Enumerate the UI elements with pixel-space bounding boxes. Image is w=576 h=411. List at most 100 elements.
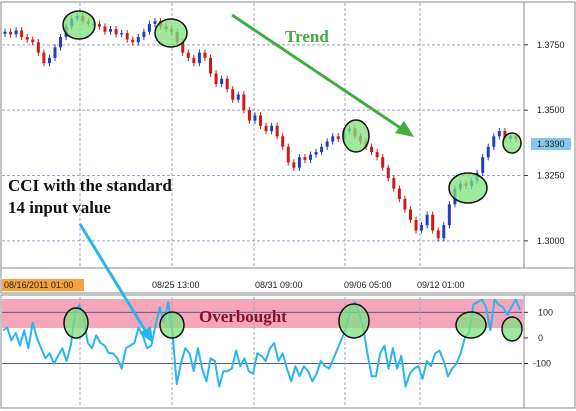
overbought-zone	[2, 299, 523, 328]
highlight-circle	[502, 132, 522, 154]
candle-body	[9, 31, 13, 35]
trend-arrow	[231, 13, 406, 133]
candle-body	[142, 31, 146, 37]
candle-body	[209, 57, 213, 74]
x-tick-label: 08/25 13:00	[152, 280, 200, 290]
time-axis-strip	[0, 267, 576, 294]
trend-annotation: Trend	[285, 27, 329, 46]
candle-body	[481, 157, 485, 173]
candle-body	[270, 125, 274, 132]
candle-body	[331, 136, 335, 142]
candle-body	[314, 151, 318, 155]
candle-body	[303, 157, 307, 160]
candle-body	[242, 94, 246, 111]
candle-body	[203, 52, 207, 58]
candle-body	[381, 157, 385, 168]
candle-body	[497, 131, 501, 137]
cci-axis-strip	[523, 294, 576, 409]
candle-body	[486, 146, 490, 158]
candle-body	[97, 23, 101, 27]
candle-body	[131, 39, 135, 43]
candle-body	[264, 125, 268, 132]
candle-body	[297, 157, 301, 168]
candle-body	[436, 230, 440, 239]
x-tick-label: 09/06 05:00	[344, 280, 392, 290]
candle-body	[442, 225, 446, 239]
x-tick-label: 08/16/2011 01:00	[4, 280, 73, 290]
candle-body	[247, 110, 251, 121]
candle-body	[375, 151, 379, 158]
price-tick-label: 1.3250	[537, 171, 565, 181]
candle-body	[408, 209, 412, 220]
candle-body	[120, 33, 124, 35]
candle-body	[103, 26, 107, 32]
cci-level-labels: 100 0 -100	[524, 307, 553, 369]
price-tick-label: 1.3000	[537, 236, 565, 246]
candle-body	[425, 214, 429, 226]
price-tick-label: 1.3500	[537, 105, 565, 115]
candle-body	[36, 42, 40, 53]
cci-arrow	[78, 223, 150, 336]
highlight-circle	[448, 172, 488, 204]
candle-body	[214, 73, 218, 85]
candle-body	[320, 146, 324, 152]
cci-level-label: 0	[538, 333, 543, 343]
candle-body	[136, 36, 140, 43]
candle-body	[225, 78, 229, 90]
highlight-circle	[342, 119, 370, 153]
highlight-circle	[154, 18, 188, 48]
candle-body	[292, 162, 296, 168]
candle-body	[447, 204, 451, 226]
current-price-tag	[531, 138, 571, 150]
candle-body	[125, 33, 129, 40]
candle-body	[420, 225, 424, 231]
highlight-circle	[62, 10, 96, 40]
candle-body	[414, 219, 418, 231]
candle-body	[14, 30, 18, 35]
candle-body	[431, 214, 435, 231]
candle-body	[153, 21, 157, 24]
candle-body	[147, 23, 151, 32]
candle-body	[31, 39, 35, 43]
cci-grid	[2, 297, 522, 407]
candle-body	[192, 57, 196, 64]
highlight-circle	[63, 307, 89, 339]
x-tick-label: 09/12 01:00	[417, 280, 465, 290]
candle-body	[109, 29, 113, 32]
candle-body	[236, 94, 240, 100]
candle-body	[492, 136, 496, 147]
price-tick-label: 1.3750	[537, 40, 565, 50]
candle-body	[503, 131, 507, 139]
current-price-label: 1.3390	[537, 139, 565, 149]
price-axis-ticks: 1.3750 1.3500 1.3250 1.3000	[524, 40, 565, 246]
cci-annotation-line2: 14 input value	[8, 198, 111, 217]
highlight-circle	[338, 303, 370, 339]
candle-body	[114, 29, 118, 35]
highlight-circle	[159, 311, 185, 339]
candle-body	[403, 199, 407, 210]
candle-body	[259, 115, 262, 126]
candle-body	[20, 30, 24, 37]
highlight-circles	[62, 10, 523, 342]
candle-body	[308, 154, 312, 160]
price-panel	[0, 1, 525, 269]
candle-body	[3, 31, 7, 34]
candle-body	[59, 36, 63, 48]
candle-body	[370, 146, 374, 152]
candle-body	[231, 89, 235, 100]
candle-body	[42, 52, 46, 64]
cci-arrow-head	[139, 326, 153, 343]
first-date-highlight	[2, 279, 84, 291]
candle-body	[392, 178, 396, 189]
cci-level-label: -100	[533, 359, 551, 369]
highlight-circle	[501, 316, 523, 342]
candle-body	[281, 136, 285, 147]
candle-body	[386, 167, 390, 179]
price-axis-strip	[523, 1, 576, 269]
x-tick-label: 08/31 09:00	[255, 280, 303, 290]
candle-body	[275, 125, 279, 137]
cci-overbought-label: Overbought	[199, 307, 287, 326]
cci-level-label: 100	[538, 307, 553, 317]
candle-body	[286, 146, 290, 163]
